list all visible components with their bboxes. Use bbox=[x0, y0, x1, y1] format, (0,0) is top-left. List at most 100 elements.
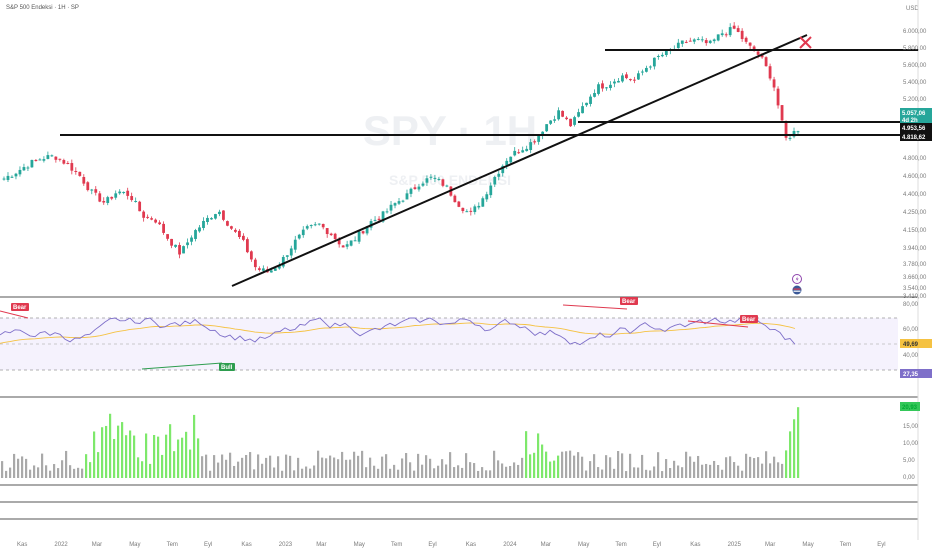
candle-body bbox=[517, 152, 521, 154]
candle-body bbox=[613, 81, 616, 84]
candle-body bbox=[186, 242, 189, 246]
volume-bar bbox=[581, 456, 584, 478]
candle-body bbox=[30, 159, 34, 168]
volume-bar bbox=[345, 459, 348, 478]
candle-body bbox=[34, 160, 38, 162]
candle-body bbox=[720, 33, 724, 36]
vol-tick: 10,00 bbox=[903, 441, 919, 447]
volume-bar bbox=[453, 467, 456, 478]
rsi-ma-badge: 49,69 bbox=[900, 339, 932, 348]
candle-body bbox=[158, 222, 162, 225]
volume-bar bbox=[597, 467, 600, 478]
time-tick: May bbox=[802, 542, 813, 548]
candle-body bbox=[541, 131, 545, 136]
volume-bar bbox=[573, 455, 576, 478]
bear-divergence-line-2 bbox=[562, 304, 628, 310]
watermark-symbol: SPY · 1H bbox=[363, 107, 537, 154]
volume-bar bbox=[97, 452, 100, 478]
last-price-badge: 5.057,06 4d 2h bbox=[900, 108, 932, 124]
time-tick: May bbox=[578, 542, 589, 548]
candle-body bbox=[764, 57, 768, 67]
candle-body bbox=[696, 38, 700, 40]
volume-bar bbox=[189, 449, 192, 478]
time-tick: Mar bbox=[316, 542, 326, 548]
volume-bar bbox=[425, 455, 428, 478]
candle-body bbox=[150, 218, 154, 220]
volume-bar bbox=[177, 439, 180, 478]
volume-bar bbox=[169, 424, 172, 478]
volume-bar bbox=[209, 470, 212, 478]
candle-body bbox=[206, 217, 209, 223]
volume-bar bbox=[565, 451, 568, 478]
volume-bar bbox=[117, 425, 120, 478]
candle-body bbox=[18, 169, 22, 175]
time-tick: Mar bbox=[765, 542, 775, 548]
candle-body bbox=[489, 185, 493, 196]
candle-body bbox=[162, 223, 165, 233]
time-tick: Mar bbox=[92, 542, 102, 548]
volume-bar bbox=[485, 470, 488, 478]
candle-body bbox=[565, 117, 568, 120]
volume-bar bbox=[569, 450, 572, 478]
volume-bar bbox=[57, 468, 60, 478]
volume-bar bbox=[349, 459, 352, 478]
volume-bar bbox=[405, 453, 408, 478]
candle-body bbox=[261, 268, 265, 271]
rsi-ma-line bbox=[0, 322, 796, 344]
volume-bar bbox=[21, 456, 24, 478]
volume-bar bbox=[777, 462, 780, 478]
price-tick: 3.540,00 bbox=[903, 286, 927, 292]
candle-body bbox=[70, 163, 74, 171]
candle-body bbox=[54, 156, 58, 160]
level-badge-1: 4.953,56 bbox=[900, 123, 932, 132]
volume-bar bbox=[413, 470, 416, 478]
time-tick: Tem bbox=[840, 542, 851, 548]
candle-body bbox=[130, 196, 134, 201]
candle-body bbox=[226, 221, 229, 226]
candle-body bbox=[357, 231, 361, 242]
volume-bar bbox=[173, 451, 176, 478]
volume-bar bbox=[85, 454, 88, 478]
volume-bar bbox=[705, 463, 708, 478]
volume-bar bbox=[137, 457, 140, 478]
volume-bar bbox=[633, 467, 636, 478]
candle-body bbox=[401, 200, 405, 202]
volume-bar bbox=[309, 468, 312, 478]
volume-bar bbox=[365, 467, 368, 478]
candle-body bbox=[6, 175, 10, 180]
candle-body bbox=[397, 201, 401, 204]
volume-bar bbox=[765, 451, 768, 478]
volume-bar bbox=[297, 457, 300, 478]
candle-body bbox=[513, 150, 517, 156]
candle-body bbox=[134, 200, 138, 202]
candle-body bbox=[74, 170, 78, 172]
volume-bar bbox=[457, 465, 460, 478]
price-tick: 3.410,00 bbox=[903, 294, 927, 300]
bear-divergence-line-1 bbox=[0, 310, 29, 319]
volume-bar bbox=[477, 470, 480, 478]
volume-bar bbox=[149, 463, 152, 478]
volume-bar bbox=[721, 469, 724, 478]
volume-bar bbox=[49, 470, 52, 478]
candle-body bbox=[704, 40, 708, 44]
candle-body bbox=[469, 210, 473, 212]
candle-body bbox=[732, 25, 736, 29]
candle-body bbox=[102, 201, 106, 203]
volume-bar bbox=[441, 459, 444, 478]
candle-body bbox=[118, 191, 122, 194]
volume-bar bbox=[281, 470, 284, 478]
price-tick: 4.800,00 bbox=[903, 156, 927, 162]
candle-body bbox=[788, 137, 792, 139]
vol-value-badge: 20,93 bbox=[900, 402, 920, 411]
candle-body bbox=[14, 173, 18, 177]
volume-bar bbox=[741, 470, 744, 478]
volume-bar bbox=[589, 461, 592, 478]
time-tick: 2025 bbox=[728, 542, 742, 548]
volume-bar bbox=[357, 455, 360, 478]
candle-body bbox=[269, 270, 273, 273]
volume-bar bbox=[53, 464, 56, 478]
volume-bar bbox=[81, 468, 84, 478]
level-value-1: 4.953,56 bbox=[902, 126, 926, 132]
candle-body bbox=[505, 160, 509, 166]
volume-bar bbox=[557, 455, 560, 478]
